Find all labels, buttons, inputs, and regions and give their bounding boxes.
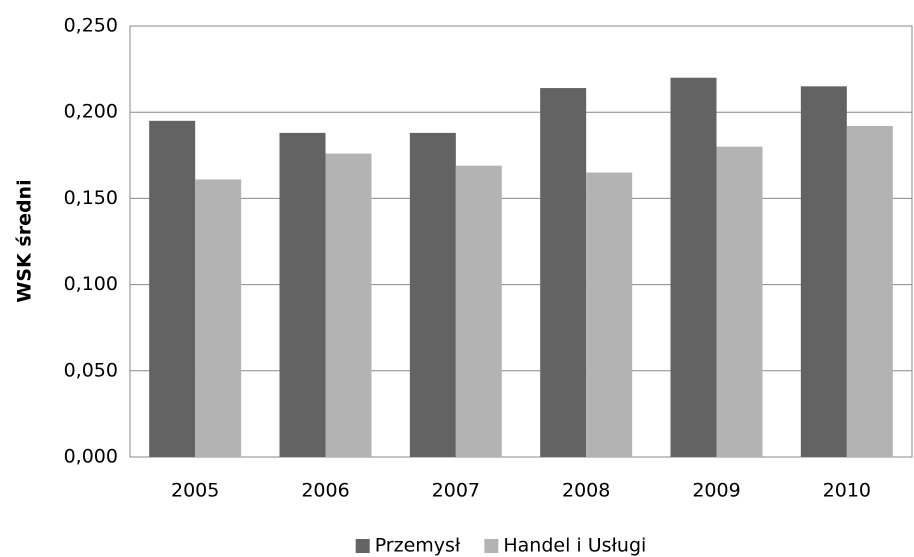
y-tick-label: 0,200 <box>64 101 118 123</box>
legend-swatch <box>484 539 499 553</box>
legend-label: Przemysł <box>375 535 461 557</box>
bar <box>716 146 763 457</box>
plot-frame <box>129 25 913 458</box>
y-tick-label: 0,100 <box>64 273 118 295</box>
x-tick-label: 2008 <box>562 480 610 502</box>
bar <box>586 172 633 458</box>
y-axis-label: WSK średni <box>14 179 36 302</box>
x-tick-label: 2006 <box>301 480 349 502</box>
y-tick-label: 0,000 <box>64 446 118 468</box>
y-tick-label: 0,250 <box>64 15 118 37</box>
x-tick-label: 2007 <box>432 480 480 502</box>
bar <box>846 125 893 457</box>
x-tick-label: 2005 <box>171 480 219 502</box>
x-tick-label: 2009 <box>692 480 740 502</box>
bar <box>149 120 196 457</box>
bar <box>455 165 502 458</box>
bar <box>540 88 587 458</box>
legend-swatch <box>355 539 370 553</box>
bar <box>409 132 456 457</box>
y-tick-label: 0,050 <box>64 359 118 381</box>
bar <box>195 179 242 457</box>
bar <box>800 86 847 457</box>
legend-label: Handel i Usługi <box>503 535 646 557</box>
bar <box>325 153 372 458</box>
bar <box>670 77 717 457</box>
x-tick-label: 2010 <box>823 480 871 502</box>
y-tick-label: 0,150 <box>64 187 118 209</box>
bar <box>279 132 326 457</box>
